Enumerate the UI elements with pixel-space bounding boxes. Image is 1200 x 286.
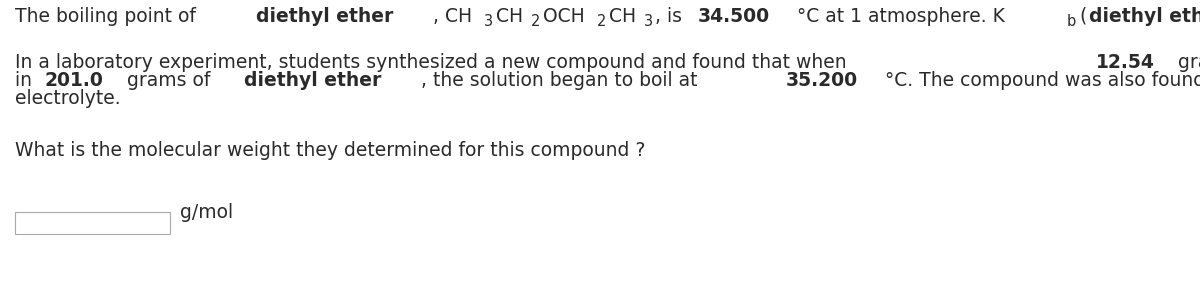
- Text: 3: 3: [643, 13, 653, 29]
- Text: (: (: [1079, 7, 1086, 26]
- Text: grams of: grams of: [121, 71, 216, 90]
- Text: diethyl ether: diethyl ether: [256, 7, 394, 26]
- Text: b: b: [1067, 13, 1076, 29]
- Text: grams of the compound were dissolved: grams of the compound were dissolved: [1171, 53, 1200, 72]
- Text: The boiling point of: The boiling point of: [14, 7, 202, 26]
- Text: , is: , is: [655, 7, 689, 26]
- Text: diethyl ether: diethyl ether: [244, 71, 382, 90]
- Text: CH: CH: [496, 7, 523, 26]
- Text: °C at 1 atmosphere. K: °C at 1 atmosphere. K: [791, 7, 1006, 26]
- Text: , the solution began to boil at: , the solution began to boil at: [421, 71, 703, 90]
- Text: , CH: , CH: [433, 7, 473, 26]
- Text: 2: 2: [530, 13, 540, 29]
- Text: diethyl ether: diethyl ether: [1088, 7, 1200, 26]
- Text: in: in: [14, 71, 38, 90]
- Text: g/mol: g/mol: [180, 203, 233, 222]
- Text: 12.54: 12.54: [1096, 53, 1154, 72]
- Text: 3: 3: [484, 13, 493, 29]
- Text: In a laboratory experiment, students synthesized a new compound and found that w: In a laboratory experiment, students syn…: [14, 53, 853, 72]
- Text: 35.200: 35.200: [786, 71, 858, 90]
- Text: electrolyte.: electrolyte.: [14, 89, 121, 108]
- Bar: [14, 212, 170, 234]
- Text: OCH: OCH: [542, 7, 584, 26]
- Text: 34.500: 34.500: [698, 7, 770, 26]
- Text: °C. The compound was also found to be nonvolatile and a non-: °C. The compound was also found to be no…: [878, 71, 1200, 90]
- Text: CH: CH: [608, 7, 636, 26]
- Text: 201.0: 201.0: [44, 71, 103, 90]
- Text: What is the molecular weight they determined for this compound ?: What is the molecular weight they determ…: [14, 141, 646, 160]
- Text: 2: 2: [596, 13, 606, 29]
